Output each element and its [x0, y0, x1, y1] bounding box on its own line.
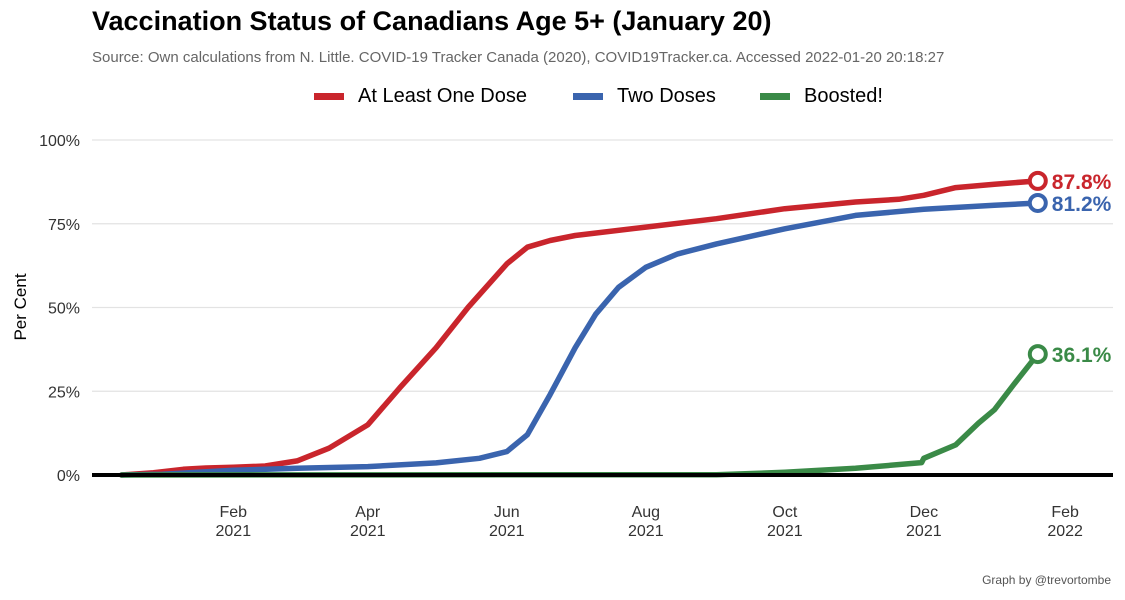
x-tick-year: 2021 — [906, 523, 942, 540]
y-tick-label: 75% — [48, 217, 80, 234]
x-tick-month: Dec — [910, 504, 938, 521]
series-line-3 — [118, 351, 1041, 478]
x-axis: Feb 2021 Apr 2021 Jun 2021 Aug 2021 Oct 2021 Dec 20… — [216, 504, 1084, 540]
legend-label-two-doses: Two Doses — [617, 85, 716, 107]
legend-key-one-dose — [314, 93, 344, 100]
x-tick-year: 2021 — [216, 523, 252, 540]
x-tick-month: Feb — [220, 504, 248, 521]
x-tick-month: Oct — [772, 504, 797, 521]
legend-label-one-dose: At Least One Dose — [358, 85, 527, 107]
end-label-1: 87.8% — [1052, 171, 1112, 194]
x-tick-year: 2021 — [350, 523, 386, 540]
legend-item-boosted: Boosted! — [760, 85, 883, 108]
y-tick-label: 0% — [57, 468, 80, 485]
series-line-2 — [118, 200, 1041, 478]
legend-key-boosted — [760, 93, 790, 100]
y-tick-label: 25% — [48, 384, 80, 401]
legend-label-boosted: Boosted! — [804, 85, 883, 107]
y-tick-label: 50% — [48, 301, 80, 318]
x-tick-month: Jun — [494, 504, 520, 521]
graph-credit: Graph by @trevortombe — [982, 573, 1111, 587]
x-tick-year: 2021 — [767, 523, 803, 540]
y-axis: 0% 25% 50% 75% 100% — [39, 133, 80, 485]
chart-subtitle: Source: Own calculations from N. Little.… — [92, 49, 945, 66]
end-label-3: 36.1% — [1052, 344, 1112, 367]
end-label-2: 81.2% — [1052, 193, 1112, 216]
legend-item-one-dose: At Least One Dose — [314, 85, 527, 108]
end-marker-1 — [1027, 170, 1048, 191]
x-tick-month: Feb — [1051, 504, 1079, 521]
series-layer: 87.8%81.2% 36.1% — [92, 170, 1113, 478]
end-marker-2 — [1027, 192, 1048, 213]
y-tick-label: 100% — [39, 133, 80, 150]
x-tick-year: 2021 — [628, 523, 664, 540]
end-marker-3 — [1027, 344, 1048, 365]
legend-item-two-doses: Two Doses — [573, 85, 716, 108]
x-tick-year: 2021 — [489, 523, 525, 540]
y-axis-title: Per Cent — [11, 273, 30, 340]
x-tick-month: Apr — [355, 504, 381, 521]
x-tick-year: 2022 — [1047, 523, 1083, 540]
grid-layer — [92, 139, 1113, 392]
series-line-1 — [118, 178, 1041, 478]
legend-key-two-doses — [573, 93, 603, 100]
x-tick-month: Aug — [632, 504, 660, 521]
chart-title: Vaccination Status of Canadians Age 5+ (… — [92, 6, 772, 36]
legend: At Least One Dose Two Doses Boosted! — [0, 85, 1125, 111]
